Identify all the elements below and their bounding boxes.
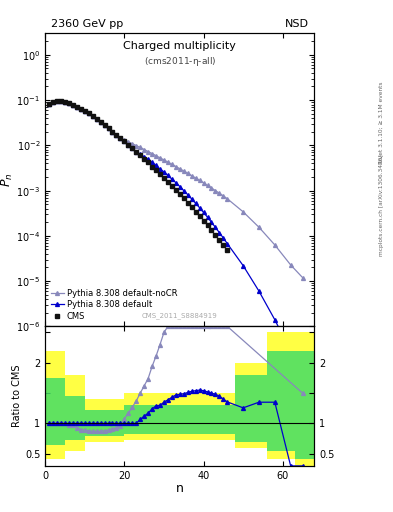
CMS — [47, 101, 51, 107]
CMS — [90, 113, 95, 119]
Pythia 8.308 default-noCR — [94, 116, 99, 122]
Text: Charged multiplicity: Charged multiplicity — [123, 40, 236, 51]
Pythia 8.308 default-noCR — [47, 101, 51, 107]
CMS — [142, 156, 147, 162]
Pythia 8.308 default — [300, 374, 305, 380]
CMS — [138, 153, 143, 159]
CMS — [178, 191, 182, 197]
CMS — [59, 98, 63, 104]
CMS — [165, 179, 170, 185]
Text: NSD: NSD — [285, 19, 309, 29]
CMS — [213, 232, 218, 238]
CMS — [146, 159, 151, 165]
CMS — [185, 200, 190, 206]
CMS — [130, 145, 135, 152]
Pythia 8.308 default — [182, 187, 186, 194]
Y-axis label: Ratio to CMS: Ratio to CMS — [12, 365, 22, 428]
CMS — [62, 99, 67, 105]
CMS — [169, 183, 174, 189]
CMS — [154, 167, 158, 174]
CMS — [83, 108, 87, 114]
Pythia 8.308 default-noCR — [288, 262, 293, 268]
Pythia 8.308 default — [55, 98, 59, 104]
CMS — [102, 122, 107, 128]
CMS — [126, 142, 131, 148]
CMS — [209, 227, 214, 233]
CMS — [225, 246, 230, 252]
CMS — [201, 218, 206, 224]
Pythia 8.308 default — [193, 200, 198, 206]
Text: $\mathsf{(cms2011\text{-}\eta\text{-}all)}$: $\mathsf{(cms2011\text{-}\eta\text{-}all… — [144, 55, 216, 68]
Y-axis label: $P_n$: $P_n$ — [0, 173, 15, 187]
Text: mcplots.cern.ch [arXiv:1306.3436]: mcplots.cern.ch [arXiv:1306.3436] — [379, 154, 384, 255]
CMS — [51, 98, 55, 104]
CMS — [79, 105, 83, 112]
CMS — [110, 129, 115, 135]
Pythia 8.308 default-noCR — [114, 132, 119, 138]
CMS — [205, 222, 210, 228]
CMS — [98, 119, 103, 125]
CMS — [106, 125, 111, 131]
Legend: Pythia 8.308 default-noCR, Pythia 8.308 default, CMS: Pythia 8.308 default-noCR, Pythia 8.308 … — [50, 287, 179, 322]
Pythia 8.308 default-noCR — [300, 274, 305, 281]
Pythia 8.308 default — [114, 132, 119, 138]
CMS — [71, 102, 75, 108]
CMS — [197, 214, 202, 220]
CMS — [122, 138, 127, 144]
CMS — [86, 110, 91, 116]
Pythia 8.308 default — [288, 348, 293, 354]
CMS — [150, 163, 154, 169]
Text: 2360 GeV pp: 2360 GeV pp — [51, 19, 123, 29]
Pythia 8.308 default-noCR — [55, 98, 59, 104]
Pythia 8.308 default-noCR — [193, 175, 198, 181]
Line: Pythia 8.308 default: Pythia 8.308 default — [47, 99, 305, 379]
CMS — [158, 171, 162, 177]
X-axis label: n: n — [176, 482, 184, 495]
Text: CMS_2011_S8884919: CMS_2011_S8884919 — [142, 312, 218, 319]
CMS — [221, 242, 226, 248]
CMS — [94, 116, 99, 122]
CMS — [134, 149, 139, 155]
Line: CMS: CMS — [47, 98, 230, 252]
Pythia 8.308 default-noCR — [182, 168, 186, 174]
CMS — [173, 187, 178, 194]
Pythia 8.308 default — [110, 129, 115, 135]
CMS — [217, 237, 222, 243]
CMS — [118, 135, 123, 141]
Text: Rivet 3.1.10; ≥ 3.1M events: Rivet 3.1.10; ≥ 3.1M events — [379, 81, 384, 164]
CMS — [193, 209, 198, 215]
CMS — [75, 103, 79, 110]
CMS — [114, 132, 119, 138]
Pythia 8.308 default-noCR — [110, 129, 115, 135]
Pythia 8.308 default — [94, 116, 99, 122]
Line: Pythia 8.308 default-noCR: Pythia 8.308 default-noCR — [47, 99, 305, 280]
CMS — [162, 175, 166, 181]
CMS — [182, 196, 186, 202]
Pythia 8.308 default — [47, 101, 51, 107]
CMS — [189, 204, 194, 210]
CMS — [66, 100, 71, 106]
CMS — [55, 98, 59, 104]
